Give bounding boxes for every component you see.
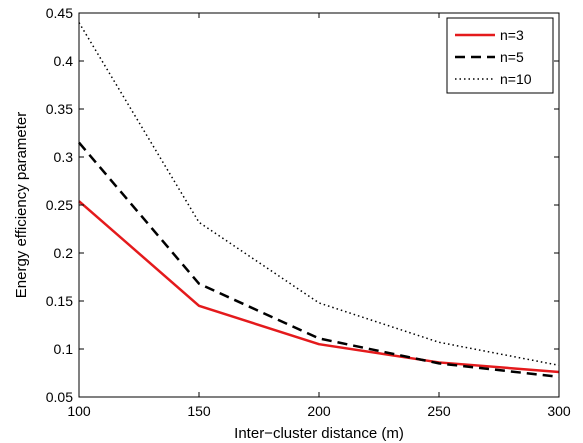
- y-tick-label: 0.15: [46, 293, 73, 309]
- y-axis-ticks: 0.05 0.1 0.15 0.2 0.25 0.3 0.35 0.4 0.45: [46, 5, 559, 405]
- legend-box: [446, 17, 554, 94]
- x-tick-label: 100: [67, 403, 91, 419]
- y-tick-label: 0.4: [54, 53, 74, 69]
- x-tick-label: 200: [307, 403, 331, 419]
- series-line-n-3: [78, 200, 560, 374]
- legend-label: n=3: [500, 27, 524, 43]
- x-tick-label: 300: [547, 403, 571, 419]
- y-tick-label: 0.25: [46, 197, 73, 213]
- x-tick-label: 150: [187, 403, 211, 419]
- y-tick-label: 0.35: [46, 101, 73, 117]
- x-axis-label: Inter−cluster distance (m): [234, 425, 404, 442]
- y-tick-label: 0.05: [46, 389, 73, 405]
- series-line-n-10: [78, 22, 560, 367]
- x-axis-ticks: 100 150 200 250 300: [67, 13, 571, 419]
- x-tick-label: 250: [427, 403, 451, 419]
- y-axis-label: Energy efficiency parameter: [13, 112, 30, 298]
- y-tick-label: 0.1: [54, 341, 74, 357]
- y-tick-label: 0.45: [46, 5, 73, 21]
- y-tick-label: 0.2: [54, 245, 74, 261]
- series-layer: [78, 22, 560, 379]
- y-tick-label: 0.3: [54, 149, 74, 165]
- legend-label: n=10: [500, 71, 532, 87]
- legend-label: n=5: [500, 49, 524, 65]
- legend: n=3 n=5 n=10: [446, 17, 554, 94]
